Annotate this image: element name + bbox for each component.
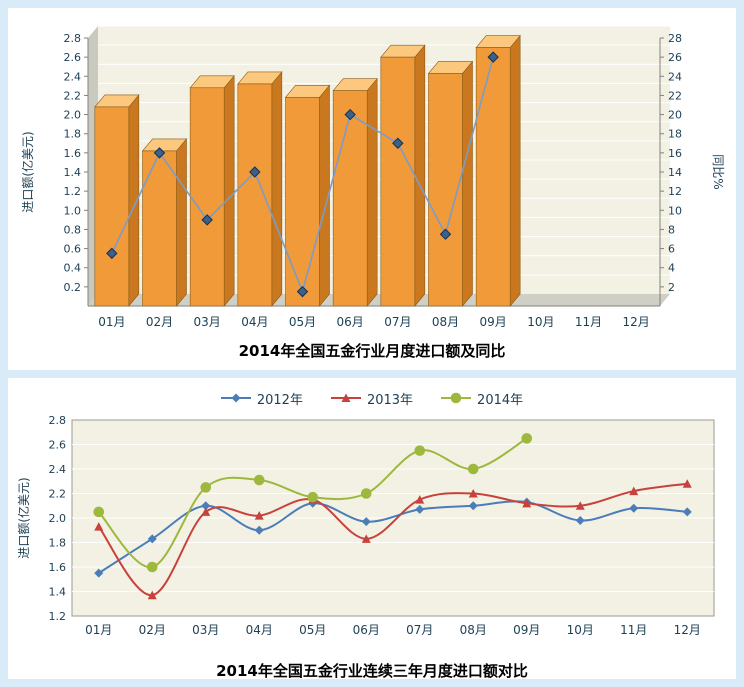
svg-text:08月: 08月 — [432, 315, 459, 329]
monthly-chart-panel: 0.2 0.4 0.6 0.8 1.0 1.2 1.4 1.6 1.8 2.0 2.2 2.4 2.6 2… — [8, 8, 736, 370]
svg-text:01月: 01月 — [98, 315, 125, 329]
legend-label: 2014年 — [477, 392, 524, 408]
svg-text:24: 24 — [668, 70, 682, 83]
svg-text:1.2: 1.2 — [64, 185, 82, 198]
svg-text:07月: 07月 — [406, 623, 433, 637]
legend-label: 2012年 — [256, 392, 303, 408]
svg-text:28: 28 — [668, 32, 682, 45]
svg-text:10月: 10月 — [527, 315, 554, 329]
svg-text:2.0: 2.0 — [49, 512, 67, 525]
svg-text:8: 8 — [668, 223, 675, 236]
three-year-chart-panel: 2012年 2013年 2014年 1.2 1.4 1.6 1.8 2.0 2.2 2.4 2.6… — [8, 378, 736, 680]
svg-text:0.6: 0.6 — [64, 243, 82, 256]
svg-text:2.8: 2.8 — [64, 32, 82, 45]
svg-text:2.6: 2.6 — [64, 51, 82, 64]
svg-text:06月: 06月 — [353, 623, 380, 637]
legend-item-2013年[interactable]: 2013年 — [330, 389, 414, 408]
svg-text:2.2: 2.2 — [64, 89, 82, 102]
svg-text:04月: 04月 — [246, 623, 273, 637]
svg-text:2.4: 2.4 — [64, 70, 82, 83]
legend-item-2014年[interactable]: 2014年 — [441, 389, 523, 408]
diamond-marker-icon — [220, 393, 251, 403]
svg-text:同比%: 同比% — [711, 154, 725, 189]
svg-text:12月: 12月 — [623, 315, 650, 329]
svg-text:07月: 07月 — [384, 315, 411, 329]
svg-text:1.8: 1.8 — [64, 128, 82, 141]
svg-text:1.6: 1.6 — [64, 147, 82, 160]
svg-text:1.2: 1.2 — [49, 610, 67, 623]
import-bars — [94, 34, 521, 307]
svg-text:16: 16 — [668, 147, 682, 160]
svg-text:26: 26 — [668, 51, 682, 64]
svg-text:12: 12 — [668, 185, 682, 198]
svg-text:0.2: 0.2 — [64, 281, 82, 294]
triangle-marker-icon — [330, 393, 361, 403]
svg-text:11月: 11月 — [620, 623, 647, 637]
svg-text:18: 18 — [668, 128, 682, 141]
comparison-chart-title: 2014年全国五金行业连续三年月度进口额对比 — [216, 662, 528, 680]
chart-legend: 2012年 2013年 2014年 — [8, 378, 736, 410]
svg-text:1.4: 1.4 — [64, 166, 82, 179]
svg-text:05月: 05月 — [289, 315, 316, 329]
svg-text:2.6: 2.6 — [49, 439, 67, 452]
svg-text:进口额(亿美元): 进口额(亿美元) — [20, 131, 35, 212]
svg-text:22: 22 — [668, 89, 682, 102]
series-2013年 — [94, 479, 692, 600]
svg-text:2.0: 2.0 — [64, 109, 82, 122]
svg-text:1.0: 1.0 — [64, 204, 82, 217]
svg-text:1.8: 1.8 — [49, 537, 67, 550]
legend-label: 2013年 — [366, 392, 414, 408]
svg-text:02月: 02月 — [146, 315, 173, 329]
svg-text:11月: 11月 — [575, 315, 602, 329]
svg-text:0.4: 0.4 — [64, 262, 82, 275]
svg-text:0.8: 0.8 — [64, 223, 82, 236]
svg-text:05月: 05月 — [299, 623, 326, 637]
svg-text:14: 14 — [668, 166, 682, 179]
series-2014年 — [93, 433, 533, 573]
svg-text:20: 20 — [668, 109, 682, 122]
yoy-line — [106, 51, 499, 298]
svg-text:2.8: 2.8 — [49, 414, 67, 427]
circle-marker-icon — [441, 392, 472, 404]
svg-text:进口额(亿美元): 进口额(亿美元) — [16, 477, 31, 558]
svg-text:6: 6 — [668, 243, 675, 256]
svg-text:4: 4 — [668, 262, 675, 275]
svg-text:08月: 08月 — [460, 623, 487, 637]
svg-text:04月: 04月 — [241, 315, 268, 329]
svg-text:10: 10 — [668, 204, 682, 217]
svg-text:06月: 06月 — [337, 315, 364, 329]
svg-text:09月: 09月 — [480, 315, 507, 329]
three-year-comparison-chart: 1.2 1.4 1.6 1.8 2.0 2.2 2.4 2.6 2.8 01月 02月 03月 04月 0… — [16, 414, 715, 637]
svg-text:01月: 01月 — [85, 623, 112, 637]
svg-text:2.2: 2.2 — [49, 488, 67, 501]
svg-text:03月: 03月 — [192, 623, 219, 637]
monthly-import-yoy-chart: 0.2 0.4 0.6 0.8 1.0 1.2 1.4 1.6 1.8 2.0 2.2 2.4 2.6 2… — [20, 25, 725, 329]
svg-text:2.4: 2.4 — [49, 463, 67, 476]
svg-text:02月: 02月 — [139, 623, 166, 637]
svg-text:2: 2 — [668, 281, 675, 294]
svg-text:1.4: 1.4 — [49, 586, 67, 599]
svg-text:03月: 03月 — [194, 315, 221, 329]
legend-item-2012年[interactable]: 2012年 — [220, 389, 303, 408]
svg-text:09月: 09月 — [513, 623, 540, 637]
svg-text:10月: 10月 — [567, 623, 594, 637]
monthly-chart-title: 2014年全国五金行业月度进口额及同比 — [238, 342, 506, 360]
svg-text:1.6: 1.6 — [49, 561, 67, 574]
svg-text:12月: 12月 — [674, 623, 701, 637]
